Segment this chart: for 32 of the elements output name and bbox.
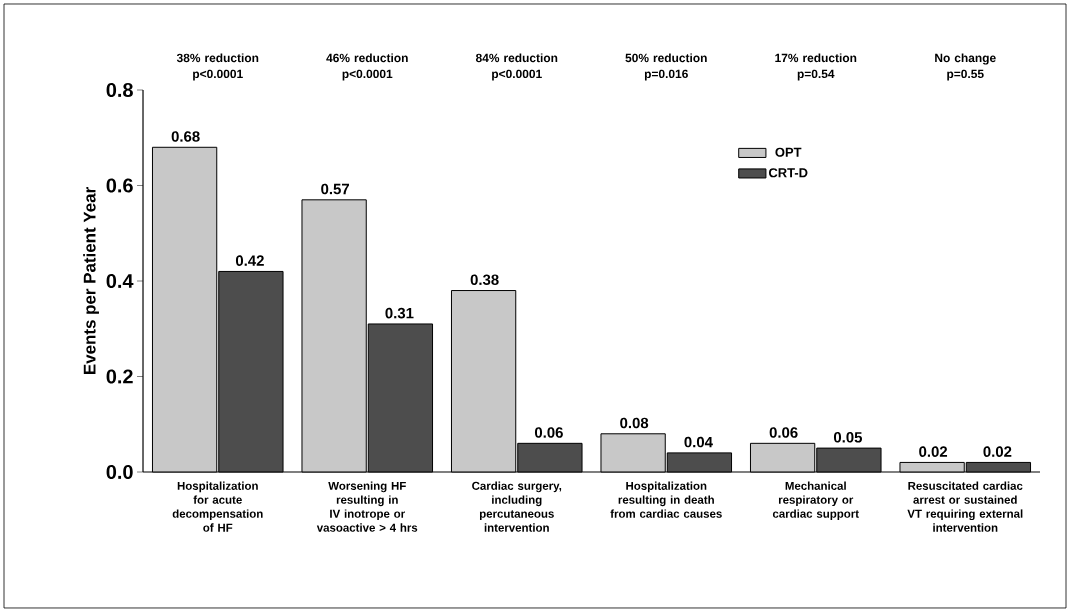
data-label: 0.05: [833, 432, 863, 443]
x-tick-label: Worsening HF resulting in IV inotrope or vasoactive > 4 hrs: [316, 481, 418, 532]
y-tick-label: 0.8: [106, 82, 133, 98]
data-label: 0.04: [684, 436, 713, 448]
x-tick-label: Hospitalization resulting in death from cardiac causes: [610, 481, 722, 518]
legend-label: OPT: [775, 147, 802, 157]
text: No change p=0.55: [935, 53, 996, 81]
x-tick-label: Resuscitated cardiac arrest or sustained VT requiring external intervention: [907, 481, 1023, 532]
legend-label: CRT-D: [768, 168, 808, 178]
y-tick-label: 0.4: [106, 273, 134, 289]
data-label: 0.38: [470, 274, 499, 286]
text: 38% reduction p<0.0001: [176, 53, 259, 81]
data-label: 0.31: [385, 307, 414, 319]
text: 50% reduction p=0.016: [625, 53, 707, 81]
data-label: 0.06: [534, 427, 563, 438]
y-tick-label: 0.2: [106, 369, 133, 384]
y-axis-title: Events per Patient Year: [83, 187, 99, 374]
text: 84% reduction p<0.0001: [475, 53, 558, 81]
y-tick-label: 0.6: [106, 178, 133, 193]
text: 17% reduction p=0.54: [775, 53, 857, 81]
text: 46% reduction p<0.0001: [326, 53, 408, 81]
data-label: 0.06: [769, 427, 798, 438]
data-label: 0.08: [620, 417, 649, 429]
data-label: 0.02: [919, 446, 948, 457]
y-tick-label: 0.0: [106, 464, 133, 480]
data-label: 0.68: [171, 131, 200, 142]
data-label: 0.02: [983, 446, 1012, 457]
x-tick-label: Mechanical respiratory or cardiac support: [772, 481, 859, 521]
x-tick-label: Hospitalization for acute decompensation of HF: [172, 481, 263, 532]
data-label: 0.42: [235, 255, 264, 266]
data-label: 0.57: [321, 183, 349, 195]
x-tick-label: Cardiac surgery, including percutaneous intervention: [472, 481, 562, 532]
